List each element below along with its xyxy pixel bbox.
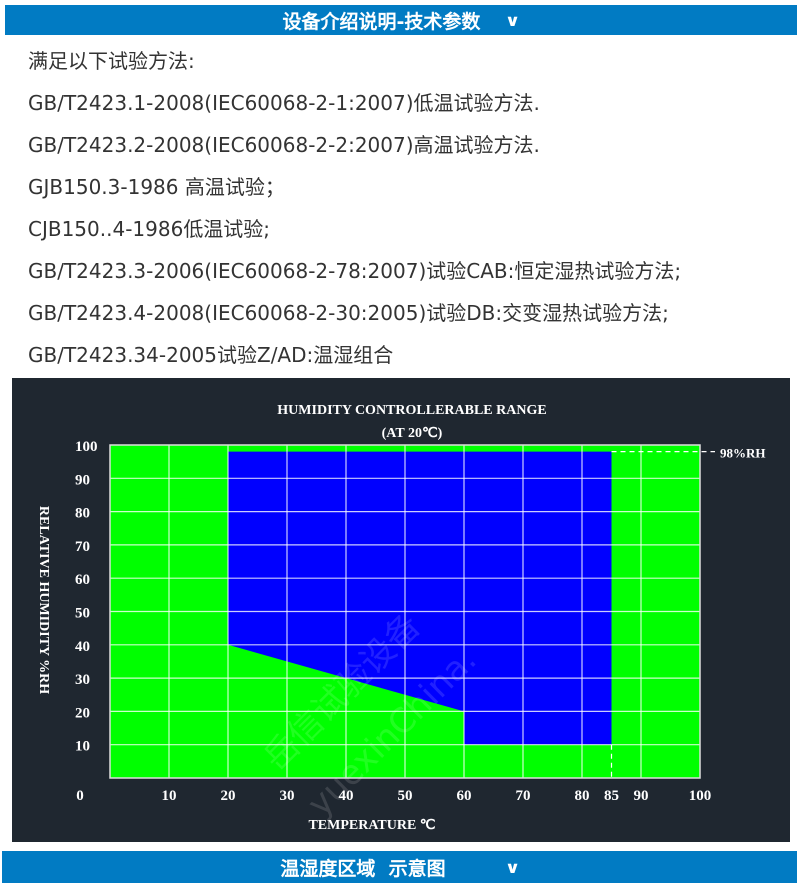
y-tick-label: 60 xyxy=(75,572,90,588)
standard-item: GB/T2423.3-2006(IEC60068-2-78:2007)试验CAB… xyxy=(28,259,682,283)
x-tick-label: 70 xyxy=(516,788,531,804)
x-tick-label: 90 xyxy=(634,788,649,804)
reference-line-label: 98%RH xyxy=(720,446,766,461)
y-tick-label: 20 xyxy=(75,705,90,721)
humidity-range-chart: HUMIDITY CONTROLLERABLE RANGE (AT 20℃) T… xyxy=(12,378,790,842)
standards-list: 满足以下试验方法: GB/T2423.1-2008(IEC60068-2-1:2… xyxy=(28,40,681,376)
y-tick-label: 70 xyxy=(75,539,90,555)
y-tick-label: 80 xyxy=(75,506,90,522)
controllable-region xyxy=(228,451,612,745)
y-tick-label: 40 xyxy=(75,639,90,655)
x-tick-label: 80 xyxy=(575,788,590,804)
standard-item: GB/T2423.34-2005试验Z/AD:温湿组合 xyxy=(28,343,394,367)
chart-subtitle: (AT 20℃) xyxy=(382,426,443,441)
chart-svg: HUMIDITY CONTROLLERABLE RANGE (AT 20℃) T… xyxy=(36,403,766,833)
standard-item: GB/T2423.1-2008(IEC60068-2-1:2007)低温试验方法… xyxy=(28,91,540,115)
y-tick-label: 90 xyxy=(75,472,90,488)
x-tick-label: 10 xyxy=(162,788,177,804)
chart-title: HUMIDITY CONTROLLERABLE RANGE xyxy=(277,403,546,418)
y-tick-label: 50 xyxy=(75,606,90,622)
y-tick-label: 100 xyxy=(75,439,98,455)
chevron-down-icon[interactable]: ∨ xyxy=(504,857,520,877)
y-axis-label: RELATIVE HUMIDITY %RH xyxy=(36,506,51,694)
x-tick-label: 0 xyxy=(76,788,84,804)
chevron-down-icon[interactable]: ∨ xyxy=(505,10,521,30)
x-tick-label: 20 xyxy=(221,788,236,804)
section-title: 温湿度区域 示意图 xyxy=(280,857,446,880)
x-tick-label: 85 xyxy=(604,788,619,804)
x-axis-label: TEMPERATURE ℃ xyxy=(308,818,435,833)
y-tick-label: 30 xyxy=(75,672,90,688)
standard-item: GB/T2423.2-2008(IEC60068-2-2:2007)高温试验方法… xyxy=(28,133,540,157)
x-tick-label: 50 xyxy=(398,788,413,804)
standard-item: CJB150..4-1986低温试验; xyxy=(28,217,271,241)
section-title: 设备介绍说明-技术参数 xyxy=(282,10,481,33)
x-tick-label: 100 xyxy=(689,788,712,804)
x-tick-label: 40 xyxy=(339,788,354,804)
section-header-humidity-region[interactable]: 温湿度区域 示意图 ∨ xyxy=(2,851,797,883)
x-tick-label: 60 xyxy=(457,788,472,804)
standard-item: GB/T2423.4-2008(IEC60068-2-30:2005)试验DB:… xyxy=(28,301,669,325)
y-tick-label: 10 xyxy=(75,739,90,755)
x-tick-label: 30 xyxy=(280,788,295,804)
standard-item: GJB150.3-1986 高温试验； xyxy=(28,175,285,199)
standards-intro: 满足以下试验方法: xyxy=(28,49,195,73)
plot-border xyxy=(109,444,701,779)
section-header-tech-params[interactable]: 设备介绍说明-技术参数 ∨ xyxy=(5,5,797,35)
